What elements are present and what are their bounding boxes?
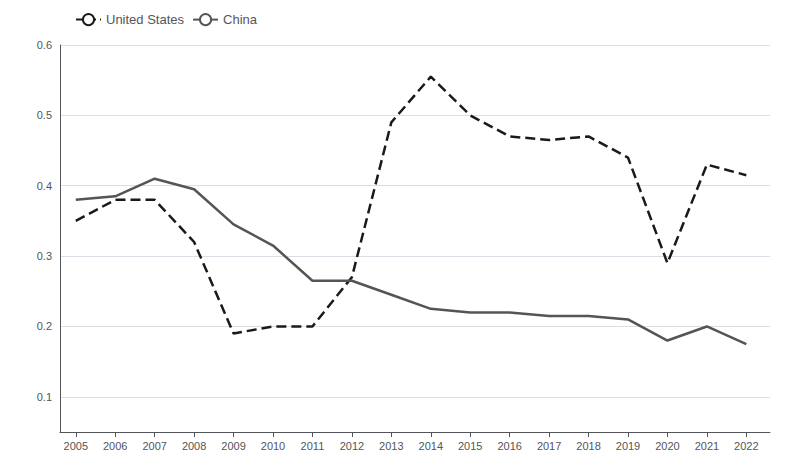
svg-text:China: China: [223, 12, 258, 27]
svg-text:2016: 2016: [497, 440, 521, 452]
svg-text:2007: 2007: [142, 440, 166, 452]
svg-text:2005: 2005: [64, 440, 88, 452]
svg-text:2018: 2018: [576, 440, 600, 452]
svg-text:2020: 2020: [655, 440, 679, 452]
svg-text:2006: 2006: [103, 440, 127, 452]
svg-text:2008: 2008: [182, 440, 206, 452]
svg-text:2013: 2013: [379, 440, 403, 452]
svg-text:2017: 2017: [537, 440, 561, 452]
svg-text:2021: 2021: [695, 440, 719, 452]
svg-text:2015: 2015: [458, 440, 482, 452]
svg-text:United States: United States: [106, 12, 185, 27]
svg-text:2010: 2010: [261, 440, 285, 452]
svg-text:2009: 2009: [221, 440, 245, 452]
svg-text:2012: 2012: [340, 440, 364, 452]
svg-text:2019: 2019: [616, 440, 640, 452]
svg-text:2014: 2014: [419, 440, 443, 452]
svg-text:0.2: 0.2: [37, 320, 52, 332]
svg-text:0.1: 0.1: [37, 391, 52, 403]
svg-text:2022: 2022: [734, 440, 758, 452]
svg-text:0.4: 0.4: [37, 180, 52, 192]
svg-text:0.5: 0.5: [37, 109, 52, 121]
svg-text:0.3: 0.3: [37, 250, 52, 262]
svg-text:2011: 2011: [301, 440, 325, 452]
svg-text:0.6: 0.6: [37, 39, 52, 51]
